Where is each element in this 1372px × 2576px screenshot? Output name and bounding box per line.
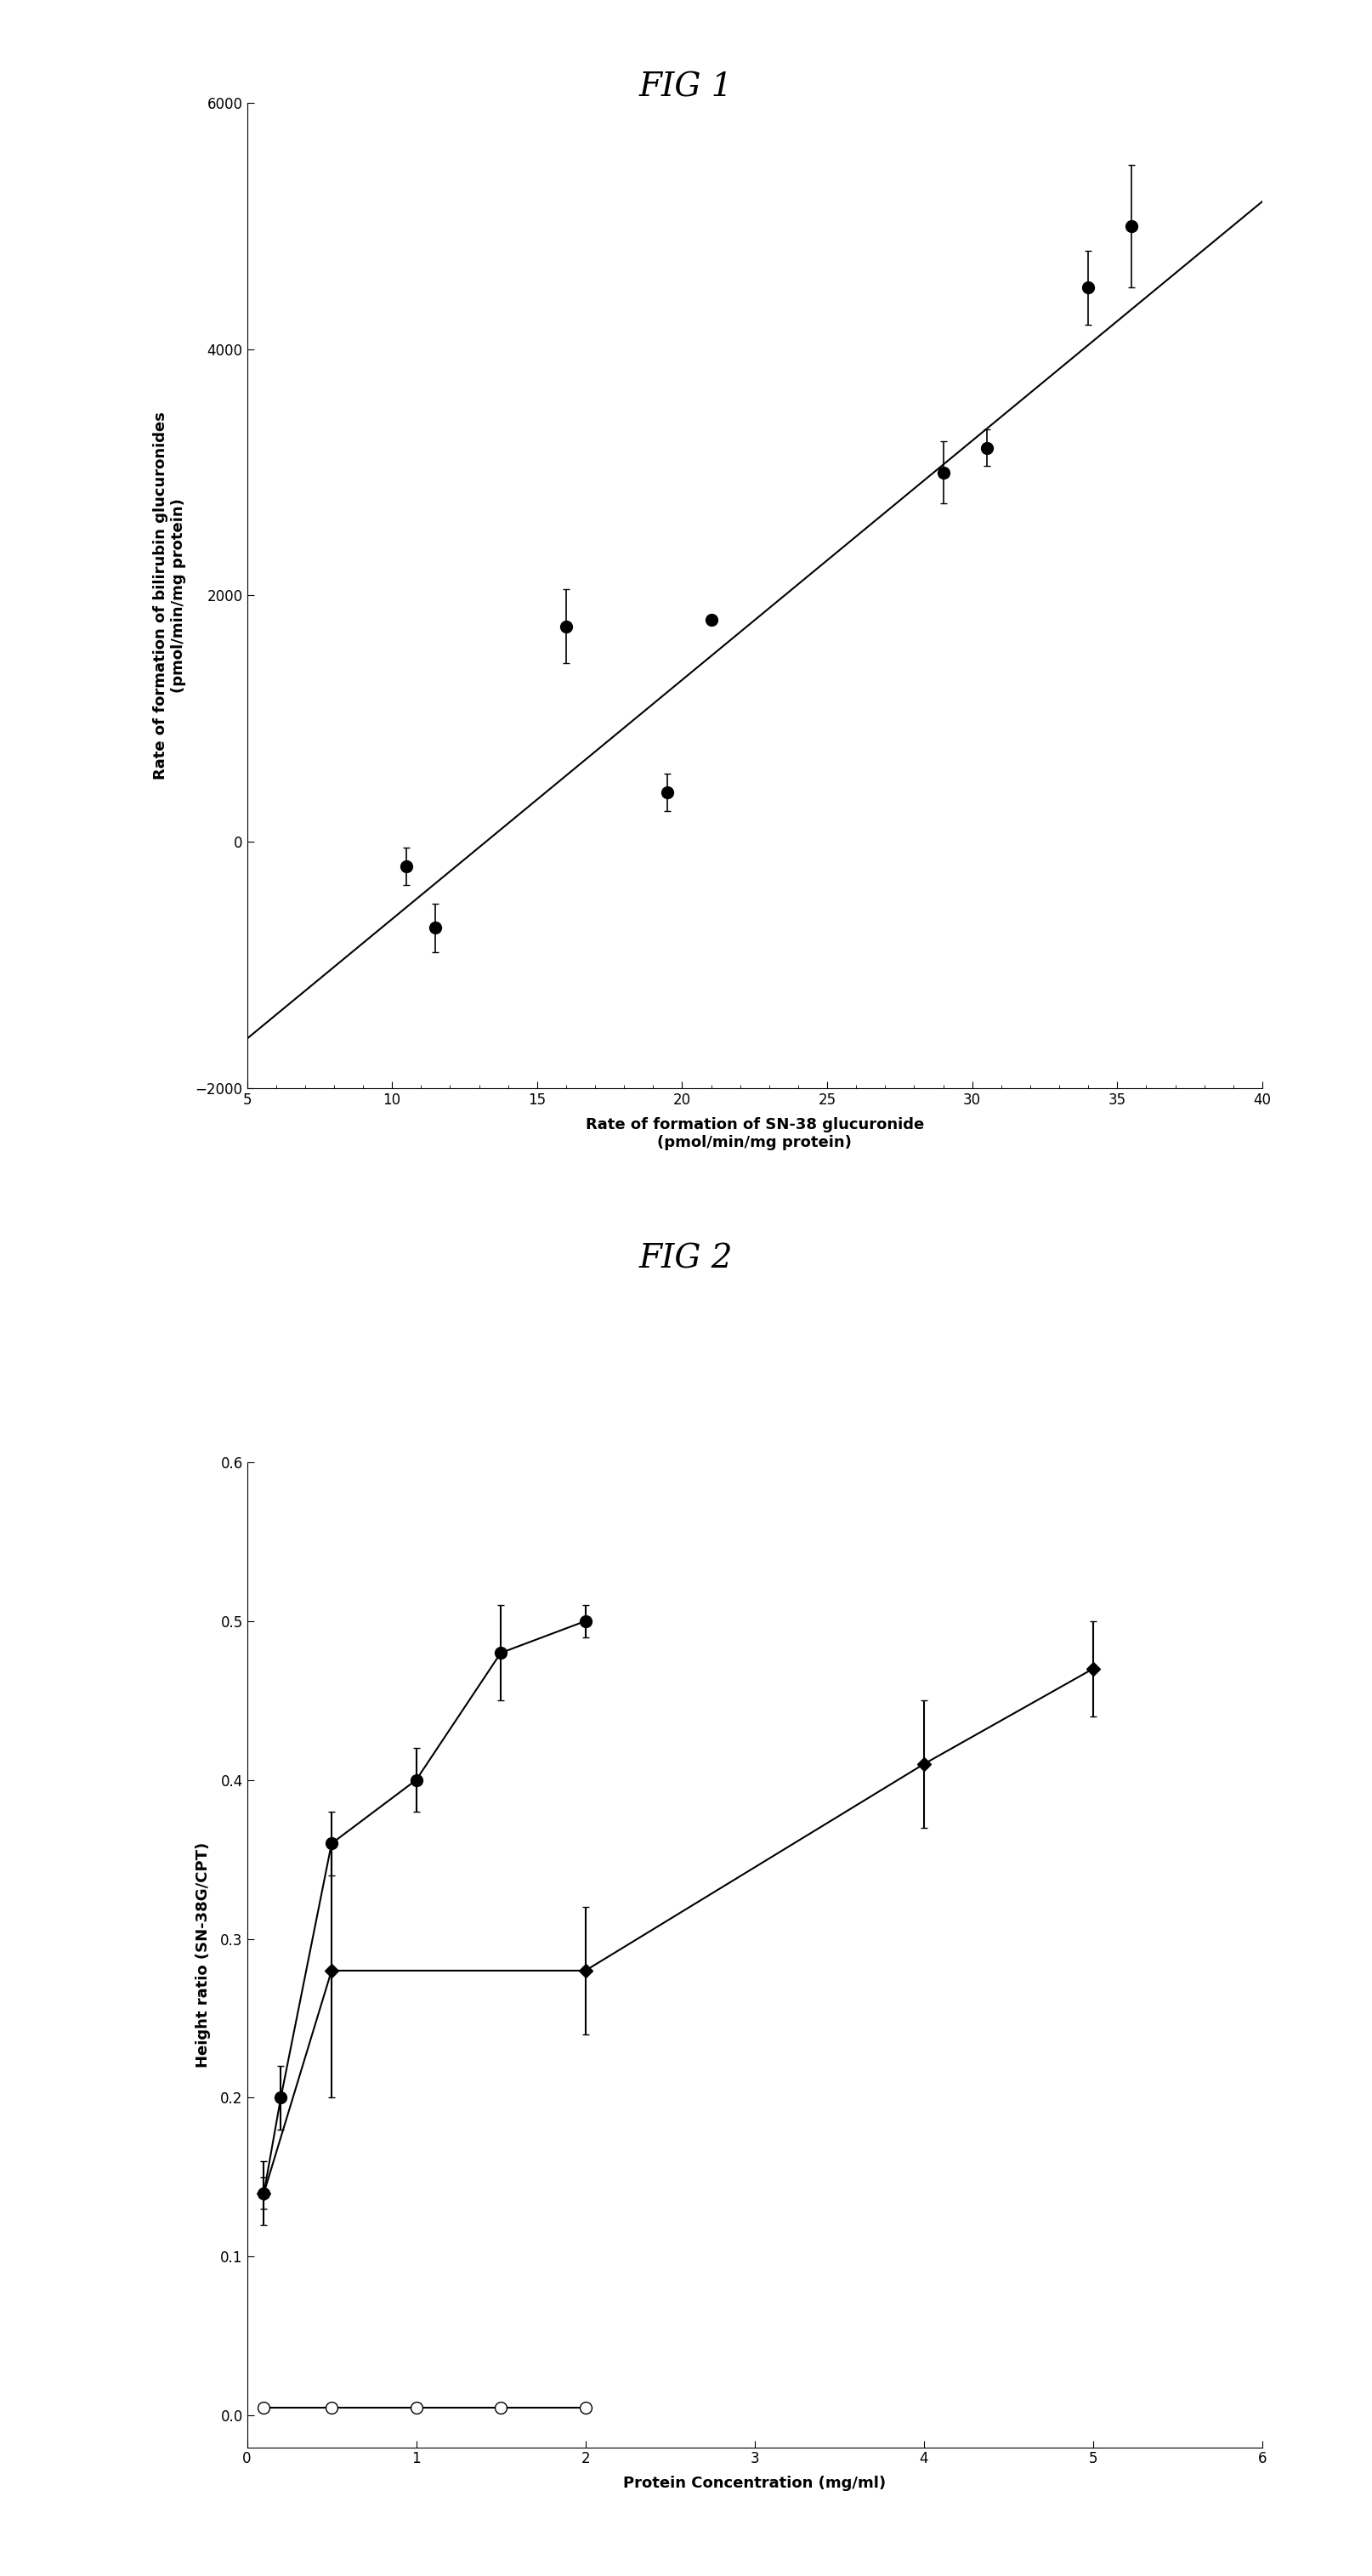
Text: FIG 1: FIG 1 xyxy=(639,72,733,103)
Text: FIG 2: FIG 2 xyxy=(639,1244,733,1275)
X-axis label: Rate of formation of SN-38 glucuronide
(pmol/min/mg protein): Rate of formation of SN-38 glucuronide (… xyxy=(586,1118,923,1149)
Y-axis label: Rate of formation of bilirubin glucuronides
(pmol/min/mg protein): Rate of formation of bilirubin glucuroni… xyxy=(152,412,185,781)
Y-axis label: Height ratio (SN-38G/CPT): Height ratio (SN-38G/CPT) xyxy=(196,1842,211,2069)
X-axis label: Protein Concentration (mg/ml): Protein Concentration (mg/ml) xyxy=(623,2476,886,2491)
